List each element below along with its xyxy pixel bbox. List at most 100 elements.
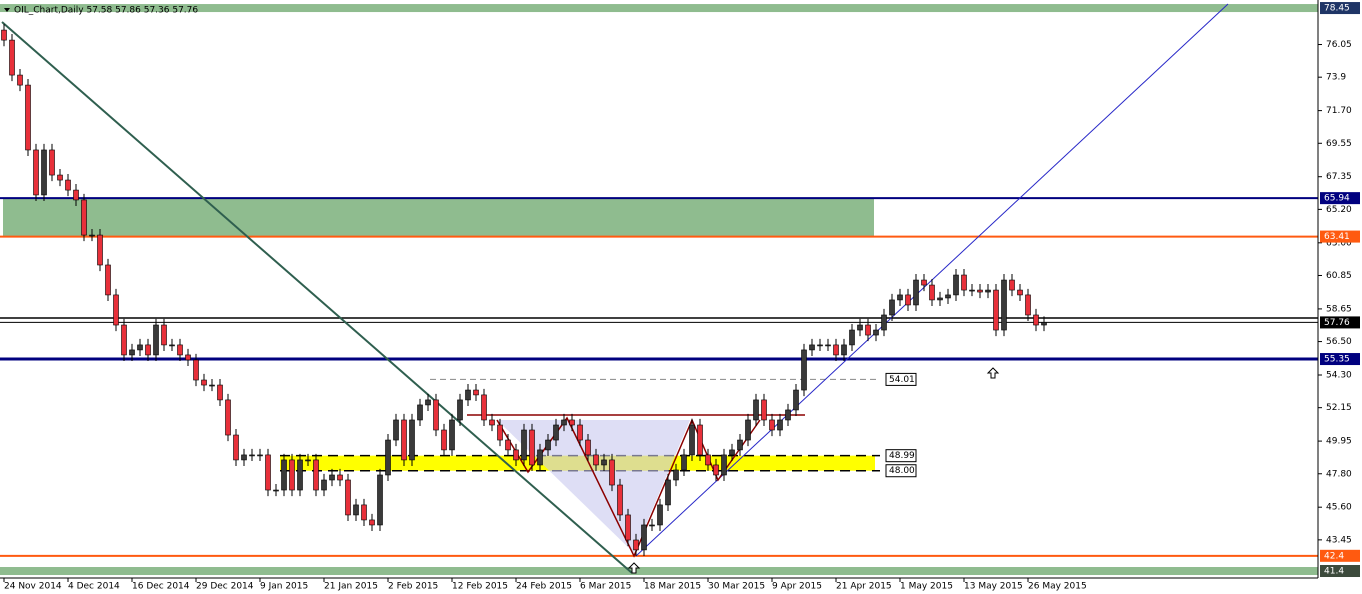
candle-body bbox=[585, 439, 591, 456]
marked-level-label: 48.99 bbox=[889, 451, 915, 461]
candle-body bbox=[561, 419, 567, 426]
y-tick-label: 43.45 bbox=[1326, 535, 1352, 545]
pattern-line bbox=[496, 416, 761, 558]
candle-body bbox=[81, 199, 87, 236]
candle-body bbox=[945, 294, 951, 299]
candle-body bbox=[137, 344, 143, 351]
x-tick-label: 16 Dec 2014 bbox=[132, 582, 190, 592]
level-label: 63.41 bbox=[1324, 232, 1350, 242]
x-tick-label: 30 Mar 2015 bbox=[708, 582, 765, 592]
candle-body bbox=[425, 399, 431, 406]
candle-body bbox=[777, 419, 783, 431]
menu-icon bbox=[4, 8, 10, 12]
candle-body bbox=[769, 419, 775, 431]
level-label: 42.4 bbox=[1324, 551, 1344, 561]
x-tick-label: 24 Feb 2015 bbox=[516, 582, 572, 592]
candle-body bbox=[49, 149, 55, 176]
candle-body bbox=[337, 474, 343, 481]
candle-body bbox=[977, 289, 983, 293]
x-tick-label: 29 Dec 2014 bbox=[196, 582, 254, 592]
pattern-triangle bbox=[497, 420, 690, 553]
candle-body bbox=[145, 344, 151, 356]
candle-body bbox=[177, 344, 183, 356]
candle-body bbox=[905, 294, 911, 306]
candle-body bbox=[65, 179, 71, 191]
x-tick-label: 21 Apr 2015 bbox=[836, 582, 892, 592]
down-trendline bbox=[1, 21, 633, 574]
candle-body bbox=[209, 384, 215, 387]
candles bbox=[1, 24, 1047, 556]
candle-body bbox=[993, 289, 999, 331]
candle-body bbox=[529, 429, 535, 466]
candle-body bbox=[569, 419, 575, 426]
candle-body bbox=[329, 474, 335, 481]
candle-body bbox=[497, 424, 503, 441]
candle-body bbox=[1001, 279, 1007, 331]
x-tick-label: 24 Nov 2014 bbox=[4, 582, 62, 592]
candle-body bbox=[577, 424, 583, 441]
candle-body bbox=[1, 29, 7, 41]
candle-body bbox=[729, 449, 735, 456]
candle-body bbox=[881, 314, 887, 331]
candle-body bbox=[201, 379, 207, 386]
level-label-bg bbox=[1320, 230, 1360, 243]
candle-body bbox=[473, 389, 479, 396]
candle-body bbox=[25, 84, 31, 151]
candle-body bbox=[849, 329, 855, 346]
candle-body bbox=[801, 349, 807, 391]
candle-body bbox=[929, 284, 935, 301]
level-label-bg bbox=[1320, 2, 1360, 15]
candle-body bbox=[289, 459, 295, 491]
x-tick-label: 9 Apr 2015 bbox=[772, 582, 822, 592]
zone bbox=[3, 198, 874, 237]
level-label: 41.4 bbox=[1324, 567, 1344, 577]
candle-body bbox=[457, 399, 463, 421]
candle-body bbox=[369, 519, 375, 526]
candle-body bbox=[537, 449, 543, 466]
x-tick-label: 4 Dec 2014 bbox=[68, 582, 120, 592]
candle-body bbox=[305, 459, 311, 462]
candle-body bbox=[249, 454, 255, 457]
y-tick-label: 54.30 bbox=[1326, 371, 1352, 381]
candle-body bbox=[17, 74, 23, 86]
candle-body bbox=[105, 264, 111, 296]
candle-body bbox=[1017, 289, 1023, 296]
y-tick-label: 69.55 bbox=[1326, 139, 1352, 149]
candle-body bbox=[521, 429, 527, 461]
candle-body bbox=[785, 409, 791, 421]
candle-body bbox=[737, 439, 743, 451]
y-tick-label: 49.95 bbox=[1326, 437, 1352, 447]
x-tick-label: 12 Feb 2015 bbox=[452, 582, 508, 592]
candle-body bbox=[121, 324, 127, 356]
candle-body bbox=[73, 189, 79, 201]
arrow-icon bbox=[627, 562, 641, 574]
candle-body bbox=[601, 459, 607, 466]
x-tick-label: 13 May 2015 bbox=[964, 582, 1023, 592]
x-tick-label: 1 May 2015 bbox=[900, 582, 953, 592]
candle-body bbox=[753, 399, 759, 421]
level-label: 78.45 bbox=[1324, 4, 1350, 14]
x-tick-label: 9 Jan 2015 bbox=[260, 582, 308, 592]
candle-body bbox=[545, 439, 551, 451]
x-tick-label: 2 Feb 2015 bbox=[388, 582, 438, 592]
y-tick-label: 65.20 bbox=[1326, 205, 1352, 215]
candle-body bbox=[897, 294, 903, 301]
axes: 76.05 73.9 71.70 69.55 67.35 65.20 63.00 60.85 5… bbox=[3, 2, 1360, 592]
candle-body bbox=[161, 324, 167, 346]
level-label-bg bbox=[1320, 192, 1360, 205]
level-label-bg bbox=[1320, 316, 1360, 329]
candle-body bbox=[889, 299, 895, 316]
candle-body bbox=[385, 439, 391, 476]
candle-body bbox=[417, 404, 423, 421]
candle-body bbox=[401, 419, 407, 461]
candle-body bbox=[481, 394, 487, 421]
candle-body bbox=[393, 419, 399, 441]
candle-body bbox=[489, 419, 495, 426]
candle-body bbox=[985, 289, 991, 293]
candle-body bbox=[41, 149, 47, 196]
candle-body bbox=[265, 454, 271, 491]
y-tick-label: 47.80 bbox=[1326, 469, 1352, 479]
chart-title: OIL_Chart,Daily 57.58 57.86 57.36 57.76 bbox=[14, 6, 198, 16]
candle-body bbox=[969, 289, 975, 292]
